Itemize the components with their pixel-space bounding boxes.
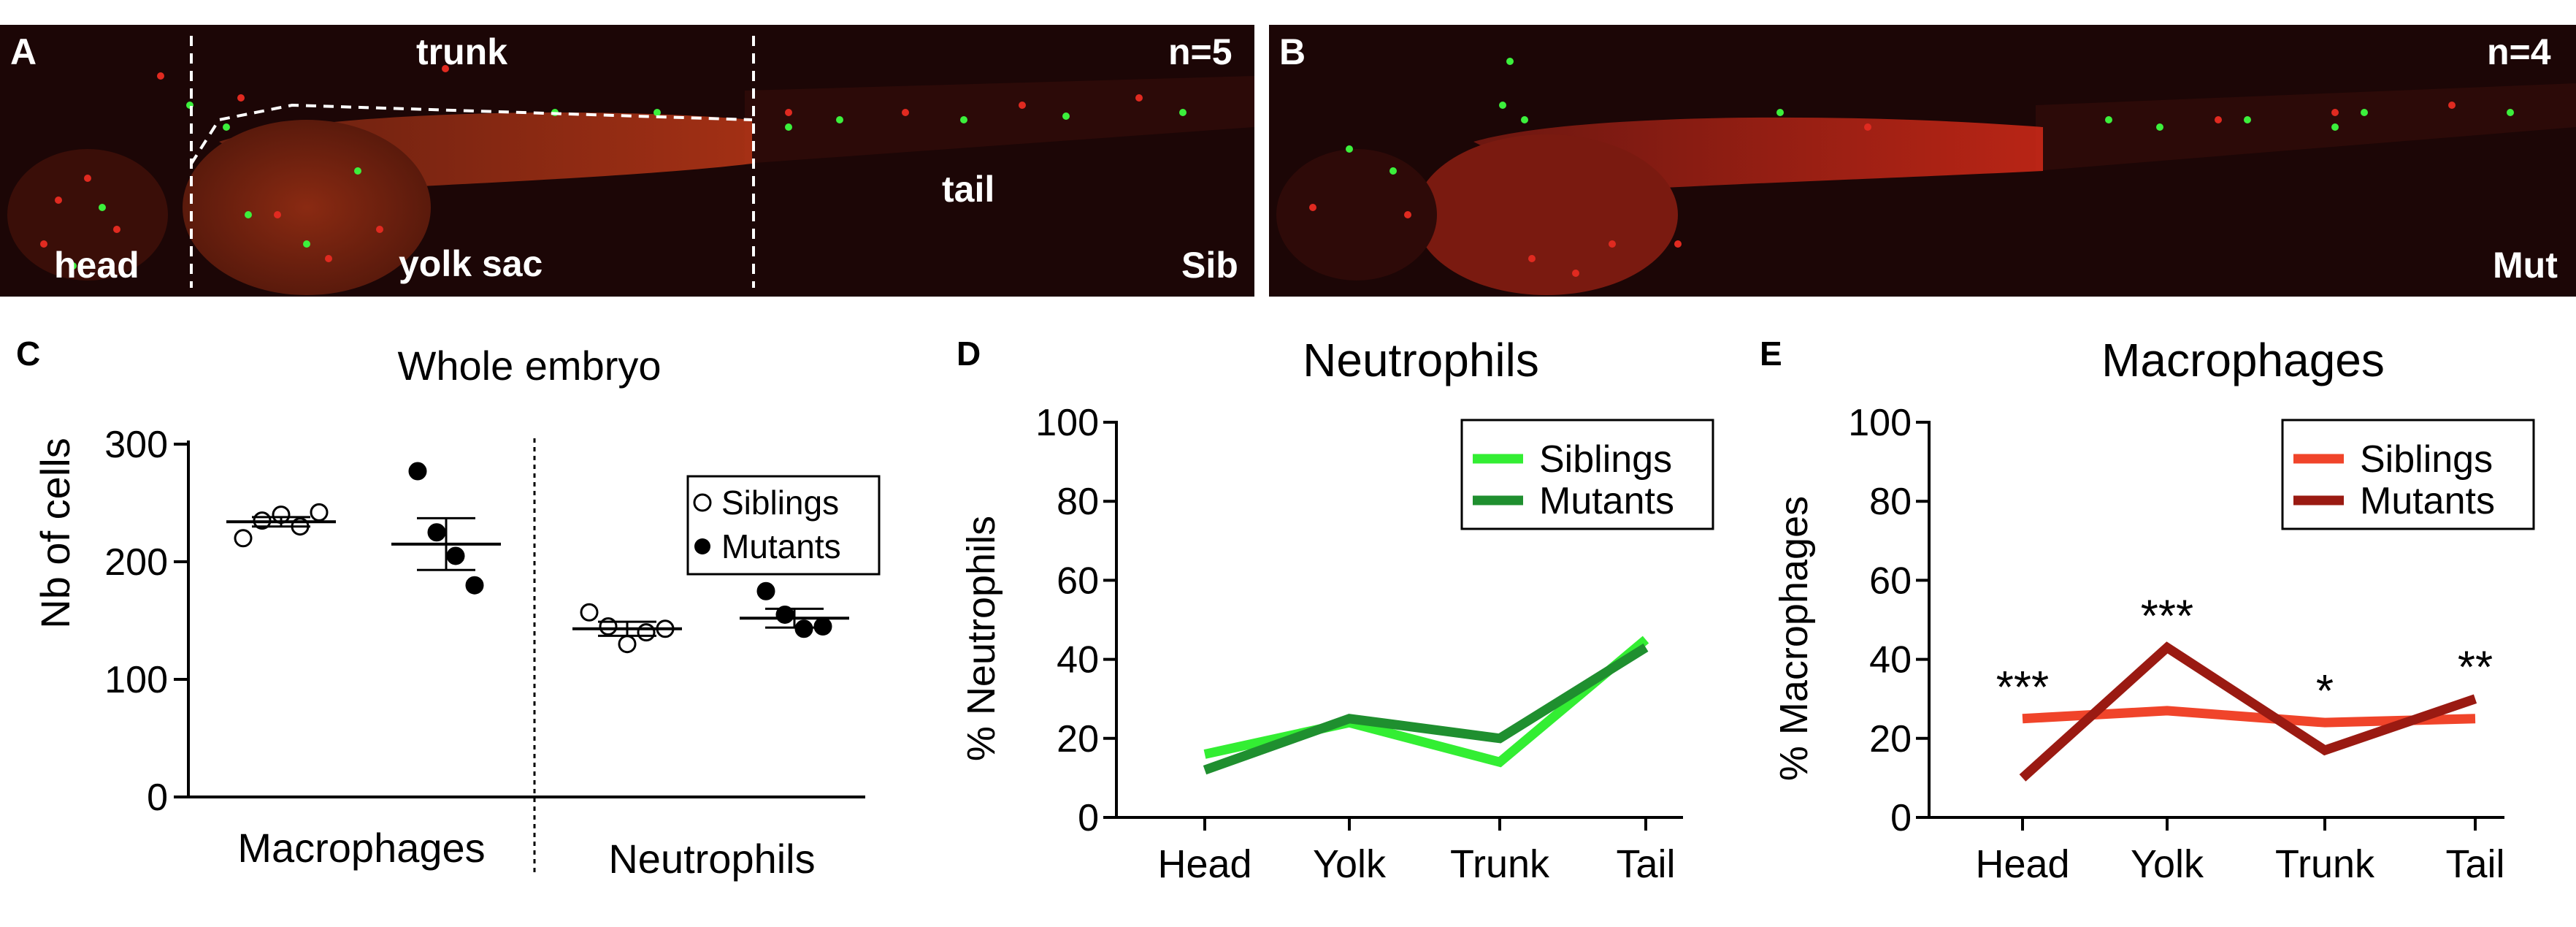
region-label-head: head [54,245,139,286]
series-line-siblings [1203,636,1649,768]
y-tick-label: 60 [1057,560,1099,602]
y-tick-label: 20 [1869,718,1912,760]
panel-letter-a: A [10,31,37,72]
y-axis-label: % Macrophages [1772,496,1816,781]
x-tick-label: Yolk [1313,842,1387,886]
legend-box [686,475,881,576]
y-tick-label: 100 [104,659,168,701]
y-tick-label: 80 [1057,481,1099,523]
legend-label-mutants: Mutants [2360,480,2495,522]
significance-label: *** [2141,591,2193,641]
cells-layer [40,65,1187,270]
panel-letter-e: E [1760,335,1782,373]
y-axis-label: Nb of cells [32,438,78,628]
legend-box [2281,419,2535,530]
y-axis-label: % Neutrophils [959,516,1003,761]
region-label-trunk: trunk [416,31,507,72]
data-point [446,546,465,565]
data-point [427,523,446,542]
data-point [310,503,329,522]
chart-panel-c: C Whole embryo Nb of cells 0 100 200 300 Ma… [16,335,881,882]
data-point [618,635,637,654]
chart-title: Neutrophils [1303,334,1539,386]
condition-label: Sib [1181,245,1238,286]
cells-layer [1309,58,2514,277]
legend: Siblings Mutants [1460,419,1714,530]
data-point [756,581,775,600]
chart-panel-d: D Neutrophils % Neutrophils 0 20 40 60 80 100… [957,334,1714,886]
data-point [794,619,813,638]
panel-letter-d: D [957,335,981,373]
x-tick-label: Tail [2445,842,2504,886]
y-tick-label: 60 [1869,560,1912,602]
legend: Siblings Mutants [2281,419,2535,530]
data-point [813,617,832,636]
legend-label-mutants: Mutants [1539,480,1674,522]
region-label-tail: tail [942,169,995,210]
x-tick-label: Trunk [1450,842,1550,886]
y-tick-label: 40 [1057,639,1099,682]
significance-label: * [2316,666,2334,717]
x-tick-label: Yolk [2131,842,2204,886]
region-label-yolk-sac: yolk sac [399,243,543,284]
group-label-neutrophils: Neutrophils [608,836,815,882]
microscopy-panel-b: B n=4 Mut [1269,25,2576,297]
y-tick-label: 100 [1035,402,1099,444]
legend-marker-siblings [693,493,712,512]
legend-label-mutants: Mutants [721,527,841,565]
panel-letter-c: C [16,335,40,373]
chart-title: Macrophages [2101,334,2385,386]
x-tick-label: Head [1975,842,2069,886]
significance-label: *** [1996,663,2049,713]
x-tick-label: Trunk [2275,842,2375,886]
chart-panel-e: E Macrophages % Macrophages 0 20 40 60 80 100… [1760,334,2535,886]
y-tick-label: 300 [104,424,168,466]
series-line-mutants [1203,643,1649,775]
y-tick-label: 0 [147,777,168,819]
data-point [408,462,427,481]
embryo-image-mut [1269,25,2576,297]
y-tick-label: 80 [1869,481,1912,523]
n-label: n=5 [1168,31,1233,72]
y-tick-label: 100 [1848,402,1912,444]
data-point [580,603,599,622]
legend-label-siblings: Siblings [2360,438,2493,481]
x-tick-label: Head [1157,842,1251,886]
group-label-macrophages: Macrophages [237,825,485,871]
y-axis: 0 100 200 300 [104,424,190,819]
legend: Siblings Mutants [686,475,881,576]
y-tick-label: 200 [104,541,168,584]
n-label: n=4 [2487,31,2551,72]
microscopy-panel-a: A trunk n=5 tail head yolk sac Sib [0,25,1254,297]
panel-letter-b: B [1279,31,1306,72]
embryo-image-sib [0,25,1254,297]
y-tick-label: 20 [1057,718,1099,760]
y-tick-label: 0 [1890,797,1912,839]
y-tick-label: 0 [1078,797,1099,839]
significance-label: ** [2458,643,2493,693]
series-line-mutants [2019,641,2477,782]
data-points [226,462,849,654]
chart-title: Whole embryo [397,343,661,389]
y-tick-label: 40 [1869,639,1912,682]
condition-label: Mut [2493,245,2558,286]
data-point [637,623,656,642]
trunk-outline-line [190,103,753,165]
plot-area: 0 20 40 60 80 100 Head Yolk Trunk Tail [1035,402,1683,886]
legend-box [1460,419,1714,530]
legend-label-siblings: Siblings [1539,438,1672,481]
x-tick-label: Tail [1616,842,1675,886]
legend-label-siblings: Siblings [721,484,839,522]
data-point [465,576,484,595]
legend-marker-mutants [694,538,710,554]
data-point [234,529,253,548]
